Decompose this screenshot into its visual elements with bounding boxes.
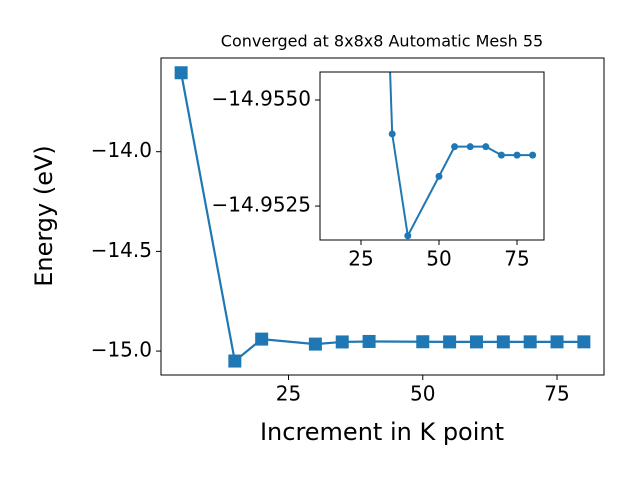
marker [513, 151, 521, 159]
marker [523, 335, 537, 349]
marker [529, 151, 537, 159]
y-tick-label: −14.9525 [212, 193, 311, 217]
marker [496, 335, 510, 349]
x-tick-label: 25 [276, 382, 301, 406]
y-tick-label: −15.0 [91, 338, 152, 362]
axes-frame [319, 71, 545, 241]
marker [404, 232, 412, 240]
marker [443, 335, 457, 349]
plot-area [388, 72, 537, 240]
y-tick-label: −14.9550 [212, 87, 311, 111]
marker [451, 143, 459, 151]
x-axis-label: Increment in K point [260, 418, 504, 446]
marker [497, 151, 505, 159]
marker [577, 335, 591, 349]
marker [550, 335, 564, 349]
marker [174, 66, 188, 80]
marker [308, 337, 322, 351]
marker [335, 335, 349, 349]
marker [255, 332, 269, 346]
x-tick-label: 75 [504, 247, 529, 271]
x-tick-label: 50 [426, 247, 451, 271]
y-tick-label: −14.5 [91, 238, 152, 262]
marker [435, 172, 443, 180]
y-axis-label: Energy (eV) [30, 145, 58, 287]
x-tick-label: 50 [410, 382, 435, 406]
marker [228, 354, 242, 368]
marker [388, 130, 396, 138]
line [389, 72, 533, 239]
chart-title: Converged at 8x8x8 Automatic Mesh 55 [221, 32, 543, 51]
marker [466, 143, 474, 151]
x-tick-label: 25 [348, 247, 373, 271]
marker [469, 335, 483, 349]
marker [416, 335, 430, 349]
axes-frame [160, 57, 605, 376]
marker [362, 334, 376, 348]
y-tick-label: −14.0 [91, 138, 152, 162]
marker [482, 143, 490, 151]
plot-area [174, 66, 591, 368]
x-tick-label: 75 [544, 382, 569, 406]
